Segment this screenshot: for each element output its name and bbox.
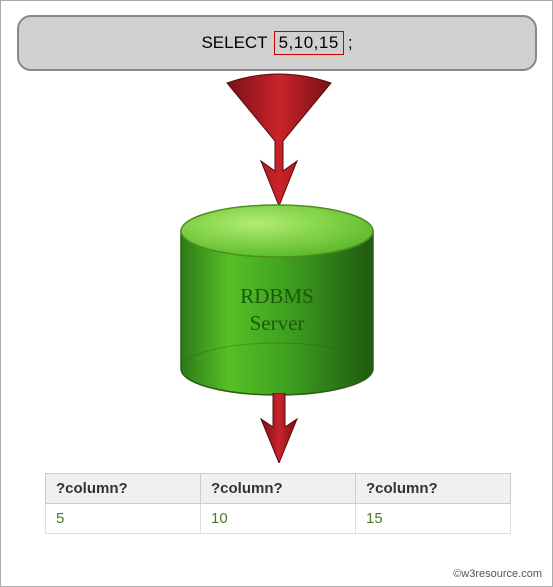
sql-query-box: SELECT 5,10,15 ; <box>17 15 537 71</box>
attribution: ©w3resource.com <box>453 568 542 580</box>
sql-keyword: SELECT <box>201 33 267 53</box>
diagram-container: SELECT 5,10,15 ; <box>0 0 553 587</box>
attribution-text: w3resource.com <box>461 568 542 580</box>
col-header-3: ?column? <box>356 474 511 504</box>
col-header-1: ?column? <box>46 474 201 504</box>
cylinder-label-line1: RDBMS <box>240 284 314 308</box>
table-row: 5 10 15 <box>46 504 511 534</box>
sql-values: 5,10,15 <box>274 31 344 55</box>
cylinder-label-line2: Server <box>250 311 305 335</box>
cell-2: 10 <box>201 504 356 534</box>
cell-3: 15 <box>356 504 511 534</box>
sql-terminator: ; <box>348 33 353 53</box>
cell-1: 5 <box>46 504 201 534</box>
cylinder-label: RDBMS Server <box>175 283 379 338</box>
table-header-row: ?column? ?column? ?column? <box>46 474 511 504</box>
col-header-2: ?column? <box>201 474 356 504</box>
result-table: ?column? ?column? ?column? 5 10 15 <box>45 473 511 534</box>
arrow-down-small <box>255 393 303 463</box>
arrow-down-large <box>219 71 339 206</box>
